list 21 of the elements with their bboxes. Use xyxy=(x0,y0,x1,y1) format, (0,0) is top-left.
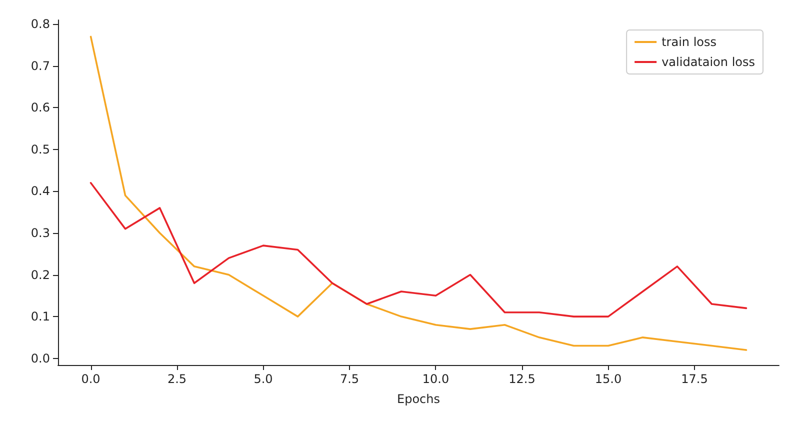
x-tick-label: 12.5 xyxy=(508,372,536,386)
x-tick-label: 5.0 xyxy=(254,372,273,386)
x-tick-label: 17.5 xyxy=(681,372,708,386)
legend-label: validataion loss xyxy=(662,55,756,69)
x-tick-label: 15.0 xyxy=(594,372,622,386)
y-tick-label: 0.2 xyxy=(30,268,50,282)
y-tick-label: 0.3 xyxy=(30,226,50,240)
x-tick-label: 2.5 xyxy=(167,372,187,386)
x-axis-title: Epochs xyxy=(397,392,440,406)
line-series xyxy=(90,182,748,318)
legend-label: train loss xyxy=(662,35,717,49)
y-tick-label: 0.5 xyxy=(30,142,50,156)
x-tick-label: 10.0 xyxy=(422,372,450,386)
y-tick-label: 0.1 xyxy=(30,310,50,324)
y-tick-label: 0.4 xyxy=(30,184,50,198)
y-tick-label: 0.6 xyxy=(30,100,50,115)
y-tick-label: 0.8 xyxy=(30,17,50,32)
x-tick-label: 7.5 xyxy=(340,372,360,386)
y-tick-label: 0.0 xyxy=(30,351,50,366)
x-tick-label: 0.0 xyxy=(81,372,100,386)
y-tick-label: 0.7 xyxy=(30,58,50,73)
